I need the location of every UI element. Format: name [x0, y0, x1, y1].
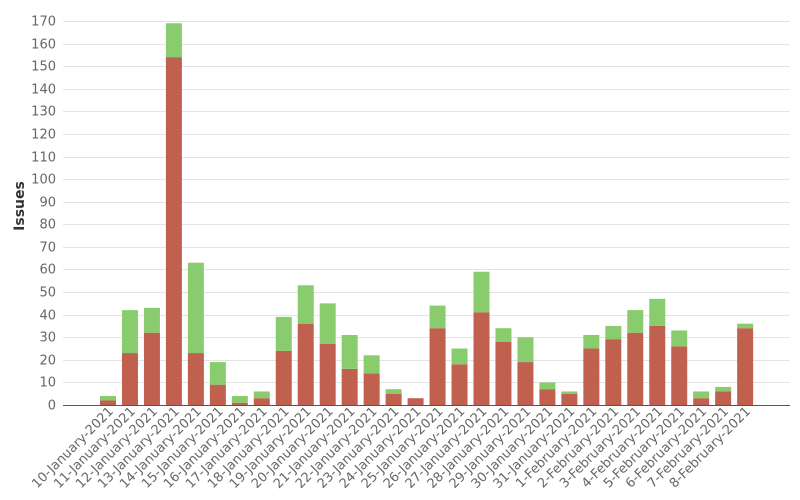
y-tick-label: 80 [39, 218, 56, 233]
bar-segment-lower [517, 362, 534, 405]
x-tick-labels: 10-January-202111-January-202112-January… [29, 404, 754, 492]
bar-segment-upper [253, 391, 270, 399]
y-tick-label: 170 [31, 15, 56, 30]
bar-segment-upper [495, 328, 512, 342]
bar-segment-lower [187, 353, 204, 405]
bar-segment-lower [693, 398, 710, 405]
bar-segment-upper [473, 271, 490, 313]
y-tick-label: 10 [39, 376, 56, 391]
bar-segment-lower [583, 348, 600, 405]
bar-segment-lower [561, 393, 578, 405]
y-tick-label: 20 [39, 354, 56, 369]
bar-segment-upper [297, 285, 314, 324]
bar-segment-lower [473, 312, 490, 405]
y-tick-label: 130 [31, 105, 56, 120]
bar-segment-lower [165, 57, 182, 405]
y-tick-label: 70 [39, 241, 56, 256]
y-tick-label: 30 [39, 331, 56, 346]
bar-segment-upper [275, 316, 292, 351]
bar-segment-upper [363, 355, 380, 374]
y-tick-label: 150 [31, 60, 56, 75]
bar-segment-lower [605, 339, 622, 405]
y-tick-label: 50 [39, 286, 56, 301]
bar-segment-upper [165, 23, 182, 58]
y-tick-label: 110 [31, 151, 56, 166]
bar-segment-lower [539, 389, 556, 405]
bar-segment-upper [605, 325, 622, 340]
bar-segment-lower [627, 332, 644, 405]
bar-segment-lower [253, 398, 270, 405]
bar-segment-lower [209, 384, 226, 405]
bar-segment-lower [143, 332, 160, 405]
y-tick-label: 60 [39, 263, 56, 278]
bar-segment-upper [451, 348, 468, 365]
bar-segment-upper [100, 395, 116, 401]
bar-segment-upper [671, 330, 688, 347]
bar-segment-upper [121, 310, 138, 354]
y-tick-label: 40 [39, 309, 56, 324]
bar-segment-upper [715, 386, 732, 392]
bar-segment-upper [143, 307, 160, 333]
bar-segment-lower [429, 328, 446, 405]
y-tick-label: 120 [31, 128, 56, 143]
bar-segment-lower [495, 341, 512, 405]
bar-segment-lower [341, 368, 358, 405]
bar-segment-upper [737, 323, 754, 329]
bar-segment-lower [715, 391, 732, 405]
bar-segment-lower [297, 323, 314, 405]
bar-segment-upper [319, 303, 336, 345]
bar-segment-lower [319, 344, 336, 405]
bar-segment-lower [100, 400, 116, 405]
bar-segment-lower [385, 393, 402, 405]
bar-segment-lower [671, 346, 688, 405]
bar-segment-upper [561, 391, 578, 394]
bar-segment-upper [209, 362, 226, 385]
bar-segment-upper [341, 334, 358, 369]
bars [100, 23, 754, 405]
bar-segment-upper [517, 337, 534, 363]
bar-segment-upper [583, 334, 600, 349]
bar-segment-lower [451, 364, 468, 405]
bar-segment-upper [693, 391, 710, 399]
bar-segment-upper [627, 310, 644, 333]
y-tick-label: 160 [31, 38, 56, 53]
bar-segment-lower [231, 402, 248, 405]
grid-lines [63, 21, 790, 383]
y-tick-labels: 0 10 20 30 40 50 60 70 80 90 100 110 120 130 140 150 160… [31, 15, 56, 414]
bar-segment-lower [363, 373, 380, 405]
y-tick-label: 140 [31, 83, 56, 98]
y-tick-label: 0 [48, 399, 56, 414]
bar-segment-upper [649, 298, 666, 326]
bar-segment-upper [187, 262, 204, 354]
y-tick-label: 90 [39, 196, 56, 211]
bar-segment-lower [737, 328, 754, 405]
bar-segment-lower [275, 350, 292, 405]
bar-segment-lower [121, 353, 138, 405]
bar-segment-upper [539, 382, 556, 390]
bar-segment-upper [429, 305, 446, 329]
bar-segment-upper [231, 395, 248, 403]
bar-segment-upper [385, 389, 402, 394]
bar-segment-lower [407, 398, 424, 405]
y-tick-label: 100 [31, 173, 56, 188]
bar-segment-lower [649, 325, 666, 405]
y-axis-label: Issues [12, 181, 28, 231]
